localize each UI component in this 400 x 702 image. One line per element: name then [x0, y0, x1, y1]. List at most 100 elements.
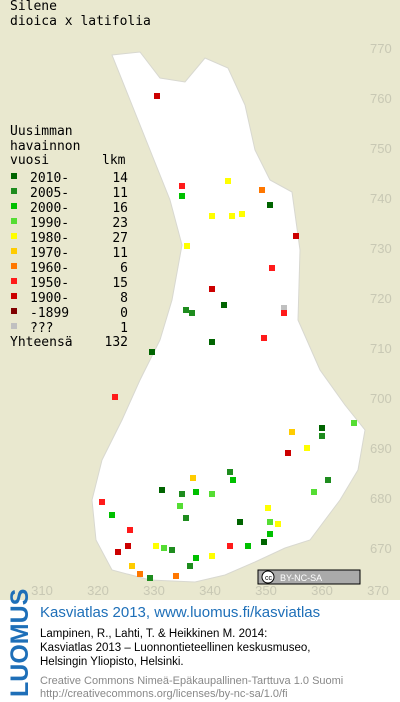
y-grid-label: 680 [370, 491, 392, 506]
legend-label: ??? [30, 321, 53, 336]
observation [265, 505, 271, 511]
y-grid-label: 730 [370, 241, 392, 256]
observation [319, 433, 325, 439]
y-grid-label: 720 [370, 291, 392, 306]
legend-count: 16 [112, 201, 128, 216]
observation [261, 539, 267, 545]
observation [269, 265, 275, 271]
x-grid-label: 320 [87, 583, 109, 598]
observation [209, 491, 215, 497]
observation [325, 477, 331, 483]
observation [351, 420, 357, 426]
legend-swatch [11, 263, 17, 269]
legend-swatch [11, 248, 17, 254]
legend-count: 15 [112, 276, 128, 291]
observation [99, 499, 105, 505]
observation [115, 549, 121, 555]
observation [137, 571, 143, 577]
svg-text:cc: cc [265, 575, 273, 582]
observation [225, 178, 231, 184]
grid-labels: 310 320 330 340 350 360 370 770 760 750 740 730 720 7… [31, 41, 392, 598]
observation [239, 211, 245, 217]
license-badge: cc BY-NC-SA [257, 569, 361, 585]
citation: Helsingin Yliopisto, Helsinki. [40, 656, 184, 668]
observation [237, 519, 243, 525]
legend-label: 1960- [30, 261, 69, 276]
legend-label: 1950- [30, 276, 69, 291]
observation [267, 519, 273, 525]
observation [177, 503, 183, 509]
legend-count: 11 [112, 186, 128, 201]
observation [221, 302, 227, 308]
y-grid-label: 740 [370, 191, 392, 206]
observation [179, 193, 185, 199]
observation [245, 543, 251, 549]
observation [281, 305, 287, 311]
footer-link: Kasviatlas 2013, www.luomus.fi/kasviatla… [40, 604, 320, 621]
observation [112, 394, 118, 400]
observation [209, 339, 215, 345]
title: dioica x latifolia [10, 14, 151, 29]
legend-count: 27 [112, 231, 128, 246]
legend-count: 23 [112, 216, 128, 231]
legend-label: 2010- [30, 171, 69, 186]
x-grid-label: 360 [311, 583, 333, 598]
x-grid-label: 340 [199, 583, 221, 598]
y-grid-label: 710 [370, 341, 392, 356]
logo: LUOMUS [6, 589, 34, 697]
observation [184, 243, 190, 249]
observation [311, 489, 317, 495]
legend-label: 1980- [30, 231, 69, 246]
observation [187, 563, 193, 569]
total-label: Yhteensä [10, 335, 73, 350]
legend-count: 6 [120, 261, 128, 276]
observation [159, 487, 165, 493]
observation [193, 555, 199, 561]
observation [289, 429, 295, 435]
observation [229, 213, 235, 219]
legend-count: 0 [120, 306, 128, 321]
observation [275, 521, 281, 527]
observation [154, 93, 160, 99]
legend-count-heading: lkm [102, 153, 126, 168]
legend-count: 11 [112, 246, 128, 261]
observation [183, 515, 189, 521]
finland-outline [91, 51, 366, 583]
legend-label: 1970- [30, 246, 69, 261]
legend-swatch [11, 203, 17, 209]
total-count: 132 [105, 335, 128, 350]
legend-swatch [11, 323, 17, 329]
license: Creative Commons Nimeä-Epäkaupallinen-Ta… [40, 675, 343, 687]
observation [227, 469, 233, 475]
citation: Lampinen, R., Lahti, T. & Heikkinen M. 2… [40, 628, 267, 640]
legend-label: 1990- [30, 216, 69, 231]
observation [173, 573, 179, 579]
observation [304, 445, 310, 451]
legend-swatch [11, 308, 17, 314]
observation [227, 543, 233, 549]
legend-swatch [11, 278, 17, 284]
observation [267, 202, 273, 208]
legend-swatch [11, 218, 17, 224]
observation [190, 475, 196, 481]
legend-count: 14 [112, 171, 128, 186]
observation [179, 491, 185, 497]
observation [259, 187, 265, 193]
observation [209, 286, 215, 292]
observation [179, 183, 185, 189]
observations [99, 93, 357, 581]
observation [127, 527, 133, 533]
x-grid-label: 350 [255, 583, 277, 598]
observation [285, 450, 291, 456]
observation [267, 531, 273, 537]
title: Silene [10, 0, 57, 14]
observation [230, 477, 236, 483]
y-grid-label: 670 [370, 541, 392, 556]
observation [183, 307, 189, 313]
badge-text: BY-NC-SA [280, 573, 322, 583]
observation [149, 349, 155, 355]
legend-heading: havainnon [10, 139, 80, 154]
legend-label: 2000- [30, 201, 69, 216]
